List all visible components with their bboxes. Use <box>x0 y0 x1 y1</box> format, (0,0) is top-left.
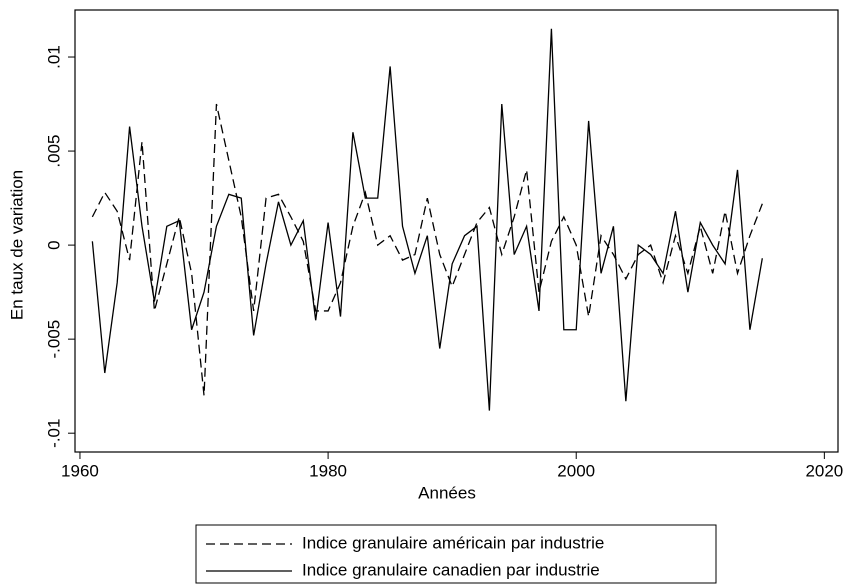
y-axis-title: En taux de variation <box>7 170 26 320</box>
x-tick-label: 1960 <box>61 461 99 480</box>
series-line <box>91 103 763 396</box>
y-tick-label: -.01 <box>44 419 63 448</box>
y-tick-label: .01 <box>44 45 63 69</box>
x-tick-label: 2020 <box>805 461 843 480</box>
x-axis-title: Années <box>418 483 476 502</box>
x-tick-label: 2000 <box>557 461 595 480</box>
legend-label: Indice granulaire américain par industri… <box>302 533 604 552</box>
y-tick-label: 0 <box>44 240 63 249</box>
legend-label: Indice granulaire canadien par industrie <box>302 560 600 579</box>
y-tick-label: -.005 <box>44 320 63 359</box>
legend-box <box>195 524 717 584</box>
y-tick-label: .005 <box>44 135 63 168</box>
plot-frame <box>74 9 839 453</box>
series-line <box>91 28 763 411</box>
x-tick-label: 1980 <box>309 461 347 480</box>
